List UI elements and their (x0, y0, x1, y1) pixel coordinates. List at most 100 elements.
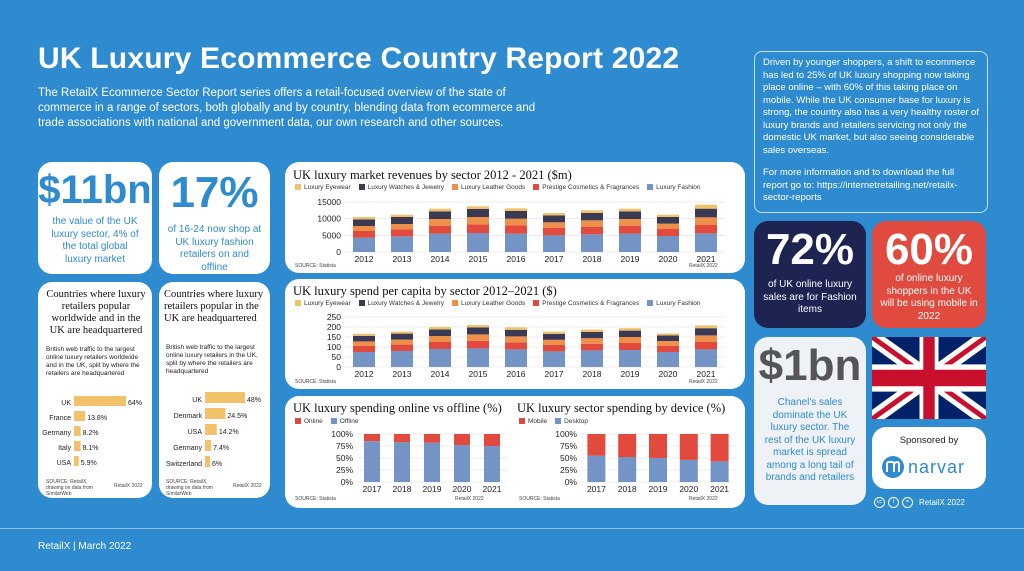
bar (205, 456, 210, 467)
chart-title: UK luxury market revenues by sector 2012… (293, 168, 572, 182)
bar-segment (543, 235, 565, 252)
stat-card-fashion: 72% of UK online luxury sales are for Fa… (754, 221, 866, 328)
data-label: 8.1% (83, 445, 99, 452)
x-tick-label: 2020 (679, 484, 698, 494)
source-note: SOURCE: Statista (519, 496, 560, 502)
data-label: 48% (247, 397, 261, 404)
bar-segment (429, 211, 451, 219)
stat-text: of UK online luxury sales are for Fashio… (763, 279, 857, 315)
bar-segment (353, 333, 375, 336)
x-tick-label: 2021 (697, 369, 716, 379)
legend-item: Online (295, 418, 323, 425)
legend-swatch (295, 418, 301, 424)
bar-segment (619, 328, 641, 331)
source-note: SOURCE: Statista (295, 263, 336, 269)
legend-item: Prestige Cosmetics & Fragrances (533, 300, 639, 307)
legend-item: Mobile (519, 418, 547, 425)
bar-segment (391, 224, 413, 230)
y-tick-label: 50% (336, 453, 353, 463)
source-note: SOURCE: RetailX, drawing on data from Si… (166, 479, 213, 497)
bar-segment (657, 217, 679, 224)
y-tick-label: 25% (336, 465, 353, 475)
bar (205, 424, 217, 435)
bar-segment (587, 434, 606, 456)
percapita-card: UK luxury spend per capita by sector 201… (285, 279, 745, 389)
x-tick-label: 2020 (659, 254, 678, 264)
bar (74, 396, 126, 406)
y-tick-label: 0 (336, 247, 341, 257)
x-tick-label: 2017 (363, 484, 382, 494)
bar-segment (619, 225, 641, 234)
stat-text: the value of the UK luxury sector, 4% of… (51, 216, 139, 265)
bar-segment (695, 342, 717, 350)
bar-segment (429, 349, 451, 367)
y-tick-label: Italy (58, 445, 71, 452)
x-tick-label: 2018 (583, 254, 602, 264)
bar-segment (364, 434, 380, 442)
bar-segment (543, 333, 565, 340)
bar-segment (391, 331, 413, 334)
y-tick-label: Switzerland (166, 461, 202, 468)
sponsor-name: narvar (908, 457, 966, 477)
bar-segment (429, 208, 451, 212)
x-tick-label: 2017 (545, 254, 564, 264)
legend-label: Luxury Watches & Jewelry (367, 184, 444, 191)
bar-segment (429, 225, 451, 234)
bar-segment (710, 461, 729, 482)
footer-divider (0, 528, 1024, 529)
cc-note: RetailX 2022 (689, 263, 718, 269)
bar-segment (581, 226, 603, 235)
x-tick-label: 2013 (393, 369, 412, 379)
bar-segment (353, 219, 375, 226)
bar-segment (657, 346, 679, 352)
bar-segment (543, 339, 565, 345)
y-tick-label: 100% (331, 429, 353, 439)
revenues-card: UK luxury market revenues by sector 2012… (285, 162, 745, 273)
bar-segment (695, 217, 717, 225)
bar-segment (484, 434, 500, 446)
bar-segment (581, 338, 603, 344)
bar-segment (353, 231, 375, 238)
bar-segment (391, 236, 413, 252)
bar-segment (394, 434, 410, 443)
chart-title: UK luxury sector spending by device (%) (517, 401, 726, 415)
y-tick-label: 150 (327, 332, 341, 342)
bar (74, 411, 86, 421)
bar-segment (353, 341, 375, 346)
x-tick-label: 2021 (697, 254, 716, 264)
x-tick-label: 2014 (431, 369, 450, 379)
bar-segment (429, 342, 451, 349)
bar-segment (353, 226, 375, 231)
chart-legend: Luxury Eyewear Luxury Watches & Jewelry Lu… (295, 184, 701, 191)
legend-label: Luxury Leather Goods (460, 184, 526, 191)
legend-label: Luxury Eyewear (304, 184, 351, 191)
bar-segment (505, 233, 527, 252)
bar-segment (505, 327, 527, 330)
bar-segment (619, 219, 641, 226)
nd-icon: = (902, 497, 913, 508)
source-note: SOURCE: Statista (295, 379, 336, 385)
bar-segment (543, 331, 565, 334)
bar-segment (695, 204, 717, 209)
y-tick-label: 10000 (317, 214, 341, 224)
bar-segment (581, 234, 603, 252)
x-tick-label: 2015 (469, 369, 488, 379)
bar-segment (543, 345, 565, 352)
bar-segment (619, 350, 641, 367)
bar-segment (353, 346, 375, 352)
bar (74, 441, 81, 451)
bar-segment (467, 217, 489, 225)
legend-swatch (533, 300, 540, 306)
y-tick-label: 15000 (317, 197, 341, 207)
bar (74, 426, 81, 436)
bar-segment (581, 350, 603, 367)
legend-swatch (295, 300, 301, 306)
stat-value: $1bn (758, 341, 862, 390)
bar-segment (429, 336, 451, 342)
y-tick-label: 250 (327, 312, 341, 322)
y-tick-label: 75% (560, 441, 577, 451)
y-tick-label: 200 (327, 322, 341, 332)
bar-segment (484, 446, 500, 482)
data-label: 6% (212, 461, 222, 468)
